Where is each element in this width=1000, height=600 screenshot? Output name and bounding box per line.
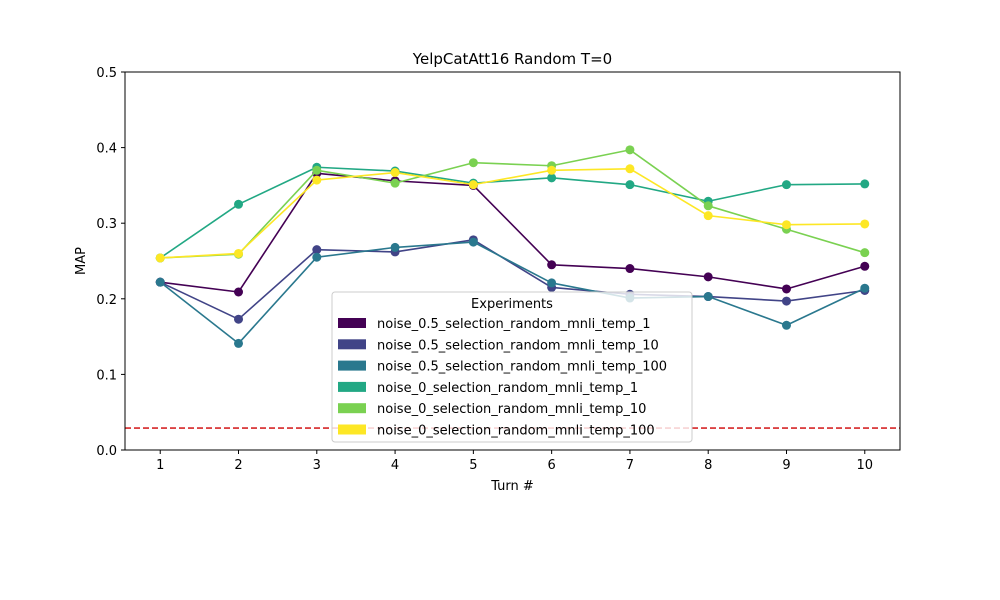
x-axis: 1 2 3 4 5 6 7 8 9 10 [156,450,873,473]
data-point [703,272,713,282]
data-point [860,179,870,189]
y-tick-label: 0.1 [96,368,117,383]
data-point [860,248,870,258]
x-tick-label: 9 [782,458,790,473]
y-tick-label: 0.2 [96,293,117,308]
legend-entry: noise_0_selection_random_mnli_temp_100 [377,424,655,439]
legend-entry: noise_0.5_selection_random_mnli_temp_100 [377,360,667,375]
x-tick-label: 10 [856,458,873,473]
data-point [781,296,791,306]
data-point [781,220,791,230]
x-tick-label: 7 [626,458,634,473]
legend-swatch [338,381,366,392]
legend-entry: noise_0.5_selection_random_mnli_temp_10 [377,338,659,353]
data-point [781,284,791,294]
data-point [234,287,244,297]
y-tick-label: 0.3 [96,217,117,232]
data-point [781,320,791,330]
data-point [547,260,557,270]
series-6 [155,164,870,263]
data-point [390,178,400,188]
data-point [312,175,322,185]
x-tick-label: 3 [313,458,321,473]
data-point [625,145,635,155]
data-point [468,158,478,168]
x-axis-label: Turn # [490,479,534,494]
data-point [860,219,870,229]
data-point [703,201,713,211]
legend-entry: noise_0_selection_random_mnli_temp_1 [377,381,638,396]
y-axis: 0.0 0.1 0.2 0.3 0.4 0.5 [96,66,125,459]
legend-swatch [338,360,366,371]
data-point [625,164,635,174]
data-point [390,242,400,252]
data-point [155,277,165,287]
data-point [625,180,635,190]
legend-entry: noise_0.5_selection_random_mnli_temp_1 [377,317,651,332]
data-point [703,292,713,302]
data-point [468,180,478,190]
y-tick-label: 0.4 [96,142,117,157]
data-point [625,264,635,274]
x-tick-label: 4 [391,458,399,473]
data-point [155,253,165,263]
data-point [860,261,870,271]
x-tick-label: 1 [156,458,164,473]
legend-entry: noise_0_selection_random_mnli_temp_10 [377,402,646,417]
data-point [860,283,870,293]
series-line [160,172,865,293]
x-tick-label: 5 [469,458,477,473]
data-point [312,252,322,262]
data-point [547,173,557,183]
legend-swatch [338,424,366,435]
data-point [547,278,557,288]
data-point [468,237,478,247]
data-point [234,248,244,258]
data-point [234,199,244,209]
legend: Experiments noise_0.5_selection_random_mn… [331,291,693,443]
x-tick-label: 6 [548,458,556,473]
x-tick-label: 8 [704,458,712,473]
data-point [312,245,322,255]
legend-swatch [338,403,366,414]
legend-title: Experiments [471,297,553,312]
data-point [234,338,244,348]
data-point [703,211,713,221]
data-point [234,314,244,324]
data-point [312,165,322,175]
y-axis-label: MAP [74,247,89,275]
plot-frame [124,71,901,451]
legend-swatch [338,318,366,328]
data-point [390,168,400,178]
series-line [159,166,865,259]
y-tick-label: 0.5 [96,66,117,81]
series-line [159,239,865,321]
series-line [160,167,865,259]
y-tick-label: 0.0 [96,444,117,459]
data-point [781,180,791,190]
chart-title: YelpCatAtt16 Random T=0 [412,50,612,68]
x-tick-label: 2 [234,458,242,473]
data-point [547,165,557,175]
series-line [160,149,866,259]
legend-swatch [338,339,366,350]
series-line [159,241,866,345]
legend-box [331,291,693,443]
